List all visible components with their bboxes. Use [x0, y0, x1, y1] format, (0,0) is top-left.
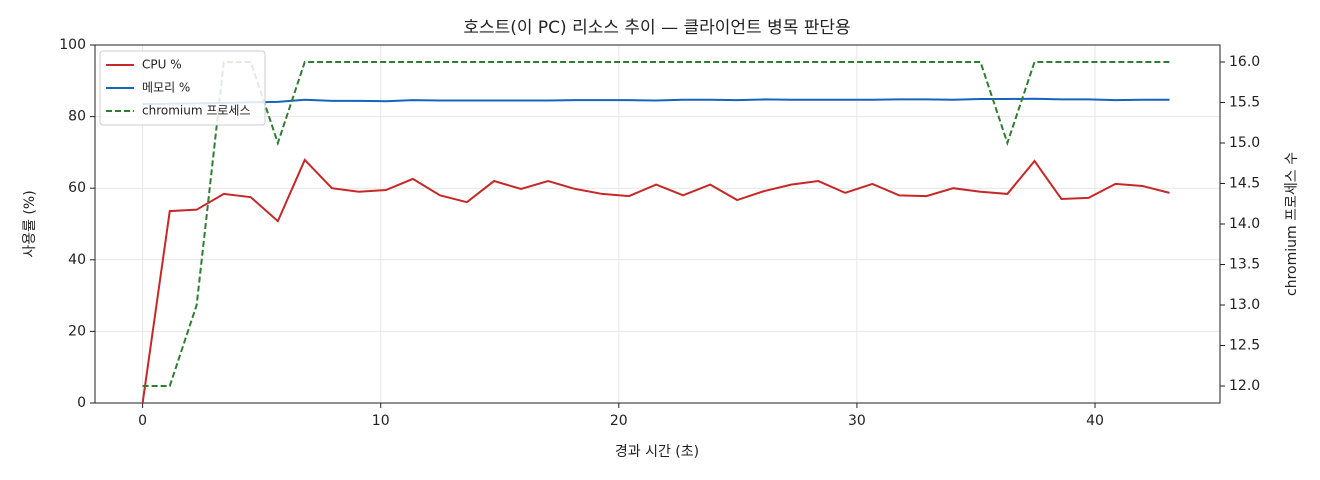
y2-tick-label: 12.5	[1229, 337, 1260, 353]
y2-tick-label: 13.0	[1229, 297, 1260, 313]
legend-label: CPU %	[142, 58, 182, 72]
x-tick-label: 0	[138, 413, 147, 429]
series-line	[141, 158, 1170, 404]
legend-label: 메모리 %	[142, 81, 190, 95]
y2-tick-label: 16.0	[1229, 54, 1260, 70]
y-tick-label: 100	[59, 37, 86, 53]
y-tick-label: 20	[68, 323, 86, 339]
plot-frame	[94, 44, 1221, 404]
series-line	[142, 97, 1170, 106]
y2-tick-label: 14.0	[1229, 216, 1260, 232]
y2-tick-label: 15.5	[1229, 95, 1260, 111]
y2-axis-label: chromium 프로세스 수	[1284, 152, 1300, 296]
x-tick-label: 20	[610, 413, 628, 429]
y2-tick-label: 15.0	[1229, 135, 1260, 151]
y-tick-label: 0	[77, 395, 86, 411]
x-tick-label: 10	[372, 413, 390, 429]
y-tick-label: 40	[68, 252, 86, 268]
y2-tick-label: 13.5	[1229, 256, 1260, 272]
y2-tick-label: 12.0	[1229, 378, 1260, 394]
chart-title: 호스트(이 PC) 리소스 추이 — 클라이언트 병목 판단용	[463, 18, 850, 38]
x-tick-label: 30	[848, 413, 866, 429]
x-axis-label: 경과 시간 (초)	[615, 444, 699, 460]
legend-box	[99, 50, 266, 126]
y2-tick-label: 14.5	[1229, 176, 1260, 192]
legend-label: chromium 프로세스	[142, 104, 251, 118]
series-line	[142, 61, 1170, 387]
y-tick-label: 60	[68, 180, 86, 196]
y-tick-label: 80	[68, 109, 86, 125]
y-axis-label: 사용률 (%)	[22, 190, 38, 257]
x-tick-label: 40	[1086, 413, 1104, 429]
